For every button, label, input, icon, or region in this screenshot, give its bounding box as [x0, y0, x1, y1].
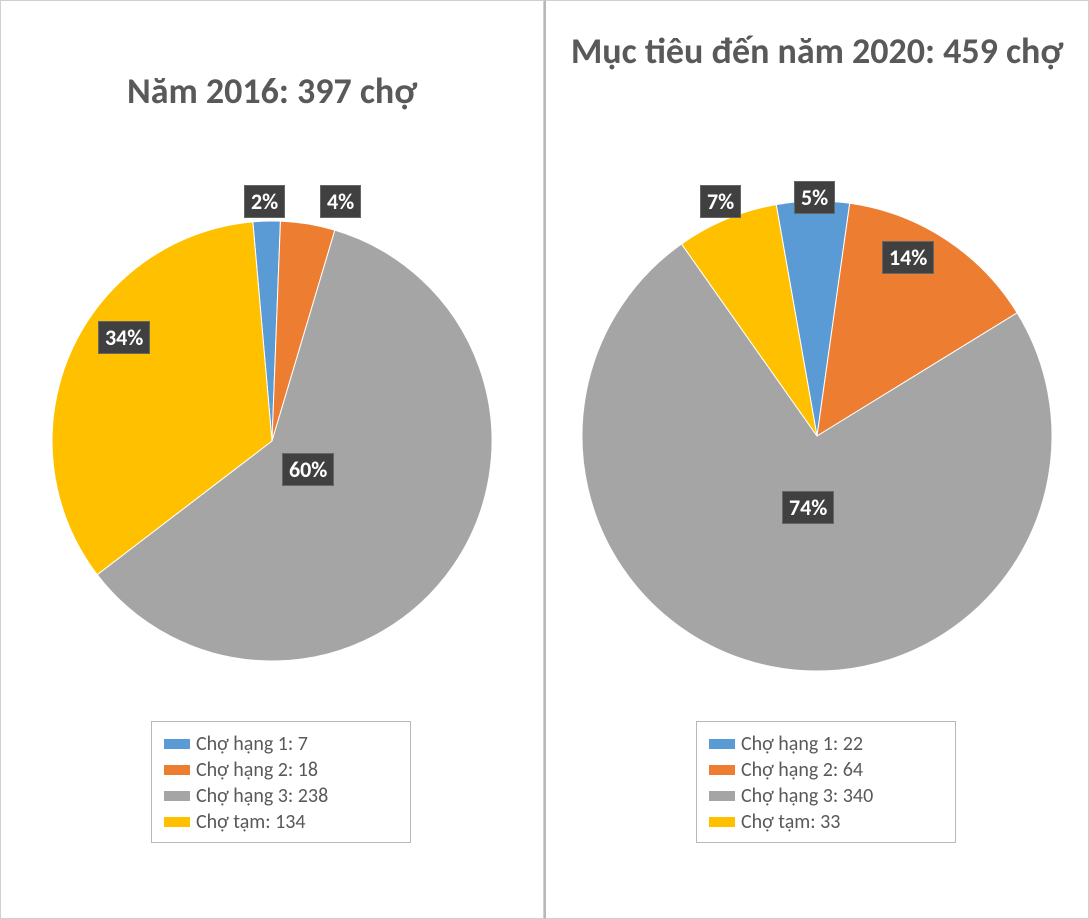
legend-item: Chợ hạng 2: 18 [164, 758, 398, 782]
slice-percent-label: 34% [98, 321, 150, 354]
pie-chart-2020: 5%14%74%7% [582, 201, 1052, 671]
slice-percent-label: 74% [782, 491, 834, 524]
slice-percent-label: 60% [282, 453, 334, 486]
legend-item: Chợ hạng 1: 22 [709, 732, 943, 756]
chart-title-2016: Năm 2016: 397 chợ [1, 71, 543, 112]
slice-percent-label: 7% [700, 185, 741, 218]
legend-item: Chợ hạng 1: 7 [164, 732, 398, 756]
legend-item: Chợ hạng 3: 238 [164, 784, 398, 808]
pie-svg-2016 [52, 221, 492, 661]
legend-swatch [164, 791, 190, 801]
legend-label: Chợ hạng 1: 7 [196, 732, 308, 756]
legend-label: Chợ hạng 2: 64 [741, 758, 863, 782]
legend-label: Chợ hạng 2: 18 [196, 758, 318, 782]
legend-label: Chợ hạng 1: 22 [741, 732, 863, 756]
legend-swatch [709, 817, 735, 827]
pie-svg-2020 [582, 201, 1052, 671]
legend-swatch [709, 739, 735, 749]
legend-label: Chợ tạm: 134 [196, 810, 306, 834]
panel-2016: Năm 2016: 397 chợ 2% 4% 60% 34% Chợ hạng 1:… [0, 0, 544, 919]
legend-label: Chợ hạng 3: 238 [196, 784, 328, 808]
panel-2020: Mục tiêu đến năm 2020: 459 chợ 5% 14% 74% 7… [544, 0, 1089, 919]
legend-item: Chợ hạng 2: 64 [709, 758, 943, 782]
legend-2016: Chợ hạng 1: 7Chợ hạng 2: 18Chợ hạng 3: 2… [151, 721, 411, 843]
slice-percent-label: 4% [320, 185, 361, 218]
chart-title-2020: Mục tiêu đến năm 2020: 459 chợ [546, 31, 1088, 72]
legend-label: Chợ hạng 3: 340 [741, 784, 873, 808]
legend-swatch [709, 765, 735, 775]
slice-percent-label: 14% [882, 241, 934, 274]
legend-swatch [164, 739, 190, 749]
chart-container: Năm 2016: 397 chợ 2% 4% 60% 34% Chợ hạng 1:… [0, 0, 1089, 919]
legend-swatch [164, 765, 190, 775]
legend-item: Chợ tạm: 33 [709, 810, 943, 834]
legend-swatch [709, 791, 735, 801]
legend-2020: Chợ hạng 1: 22Chợ hạng 2: 64Chợ hạng 3: … [696, 721, 956, 843]
pie-chart-2016: 2%4%60%34% [52, 221, 492, 661]
legend-item: Chợ hạng 3: 340 [709, 784, 943, 808]
legend-item: Chợ tạm: 134 [164, 810, 398, 834]
slice-percent-label: 2% [244, 185, 285, 218]
legend-swatch [164, 817, 190, 827]
slice-percent-label: 5% [794, 181, 835, 214]
legend-label: Chợ tạm: 33 [741, 810, 840, 834]
